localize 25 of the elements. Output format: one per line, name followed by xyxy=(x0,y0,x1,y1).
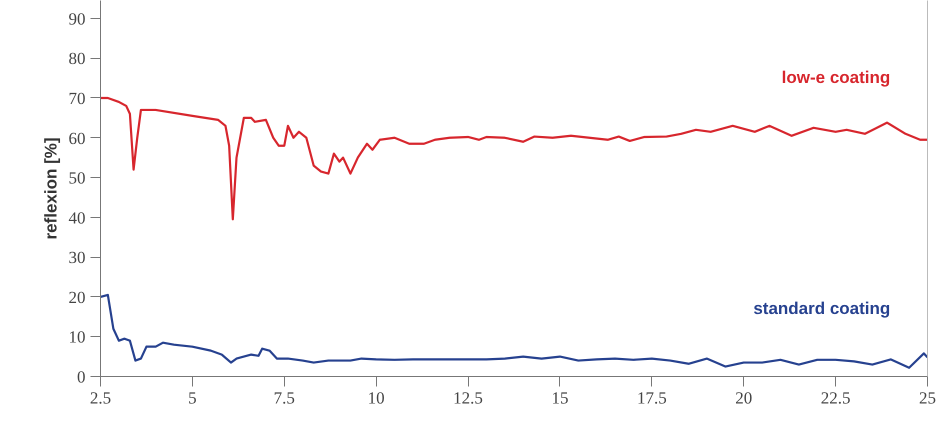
y-tick-label: 90 xyxy=(68,9,86,28)
x-tick-label: 7.5 xyxy=(274,388,295,408)
x-tick-label: 2.5 xyxy=(90,388,112,408)
line-series xyxy=(100,96,928,220)
y-tick-label: 30 xyxy=(68,248,86,268)
x-tick-label: 17.5 xyxy=(636,388,667,408)
text: low-e coating xyxy=(782,68,890,88)
line-series xyxy=(100,294,928,369)
text: standard coating xyxy=(753,298,890,318)
x-tick-label: 25 xyxy=(919,388,936,408)
x-tick-label: 5 xyxy=(188,388,197,408)
y-tick-label: 40 xyxy=(68,208,86,228)
x-tick-label: 10 xyxy=(368,388,385,408)
y-tick-label: 20 xyxy=(68,288,86,307)
y-tick-label: 0 xyxy=(77,368,86,386)
y-tick-label: 80 xyxy=(68,49,86,68)
y-axis-title: reflexion [%] xyxy=(42,137,60,240)
x-tick-label: 20 xyxy=(735,388,752,408)
x-tick-label: 22.5 xyxy=(820,388,850,408)
y-tick-label: 70 xyxy=(68,88,86,108)
y-tick-label: 60 xyxy=(68,128,86,148)
x-tick-label: 12.5 xyxy=(453,388,483,408)
y-tick-label: 10 xyxy=(68,328,86,347)
y-tick-label: 50 xyxy=(68,168,86,188)
x-tick-label: 15 xyxy=(551,388,568,408)
